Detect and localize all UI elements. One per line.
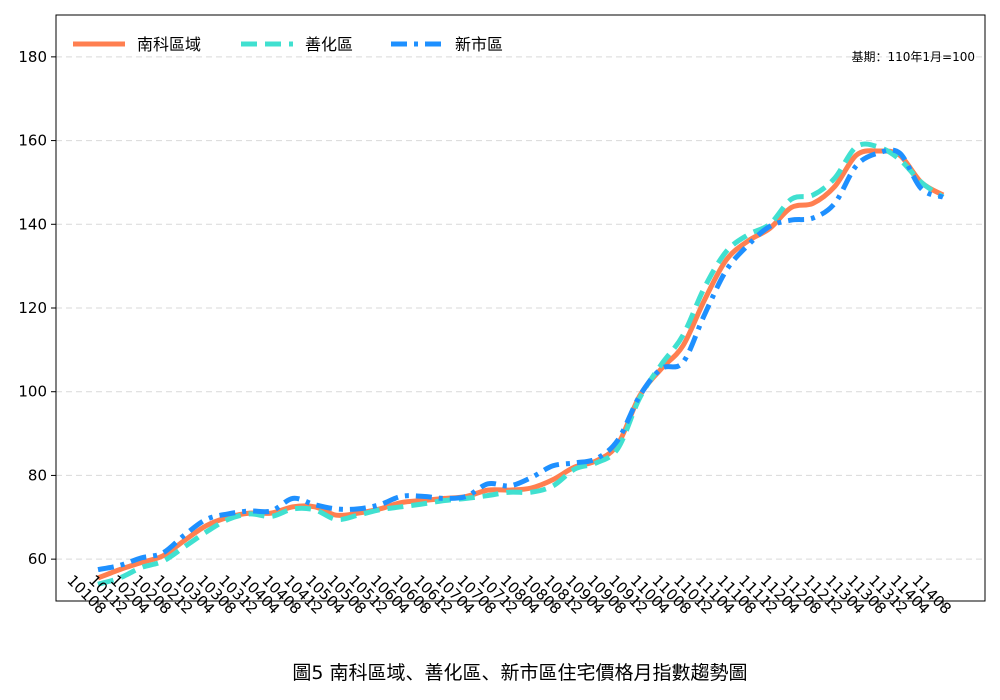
legend-label: 善化區 — [305, 35, 353, 54]
legend: 南科區域 善化區 新市區 — [73, 35, 503, 54]
y-tick-label: 180 — [18, 48, 47, 66]
x-axis-ticks: 1010810112102041020810212103041030810312… — [63, 571, 954, 617]
base-period-note: 基期：110年1月=100 — [852, 50, 976, 64]
y-tick-label: 60 — [28, 550, 47, 568]
grid-lines — [56, 56, 985, 560]
y-tick-label: 100 — [18, 383, 47, 401]
legend-label: 南科區域 — [137, 35, 201, 54]
chart-caption: 圖5 南科區域、善化區、新市區住宅價格月指數趨勢圖 — [292, 662, 747, 684]
y-tick-label: 140 — [18, 215, 47, 233]
series-lines — [97, 141, 945, 587]
y-tick-label: 120 — [18, 299, 47, 317]
y-tick-label: 80 — [28, 466, 47, 484]
y-axis-ticks: 60 80 100 120 140 160 180 — [18, 48, 56, 568]
series-line-3 — [97, 147, 944, 573]
legend-label: 新市區 — [455, 35, 503, 54]
series-line-2 — [97, 141, 945, 587]
y-tick-label: 160 — [18, 132, 47, 150]
